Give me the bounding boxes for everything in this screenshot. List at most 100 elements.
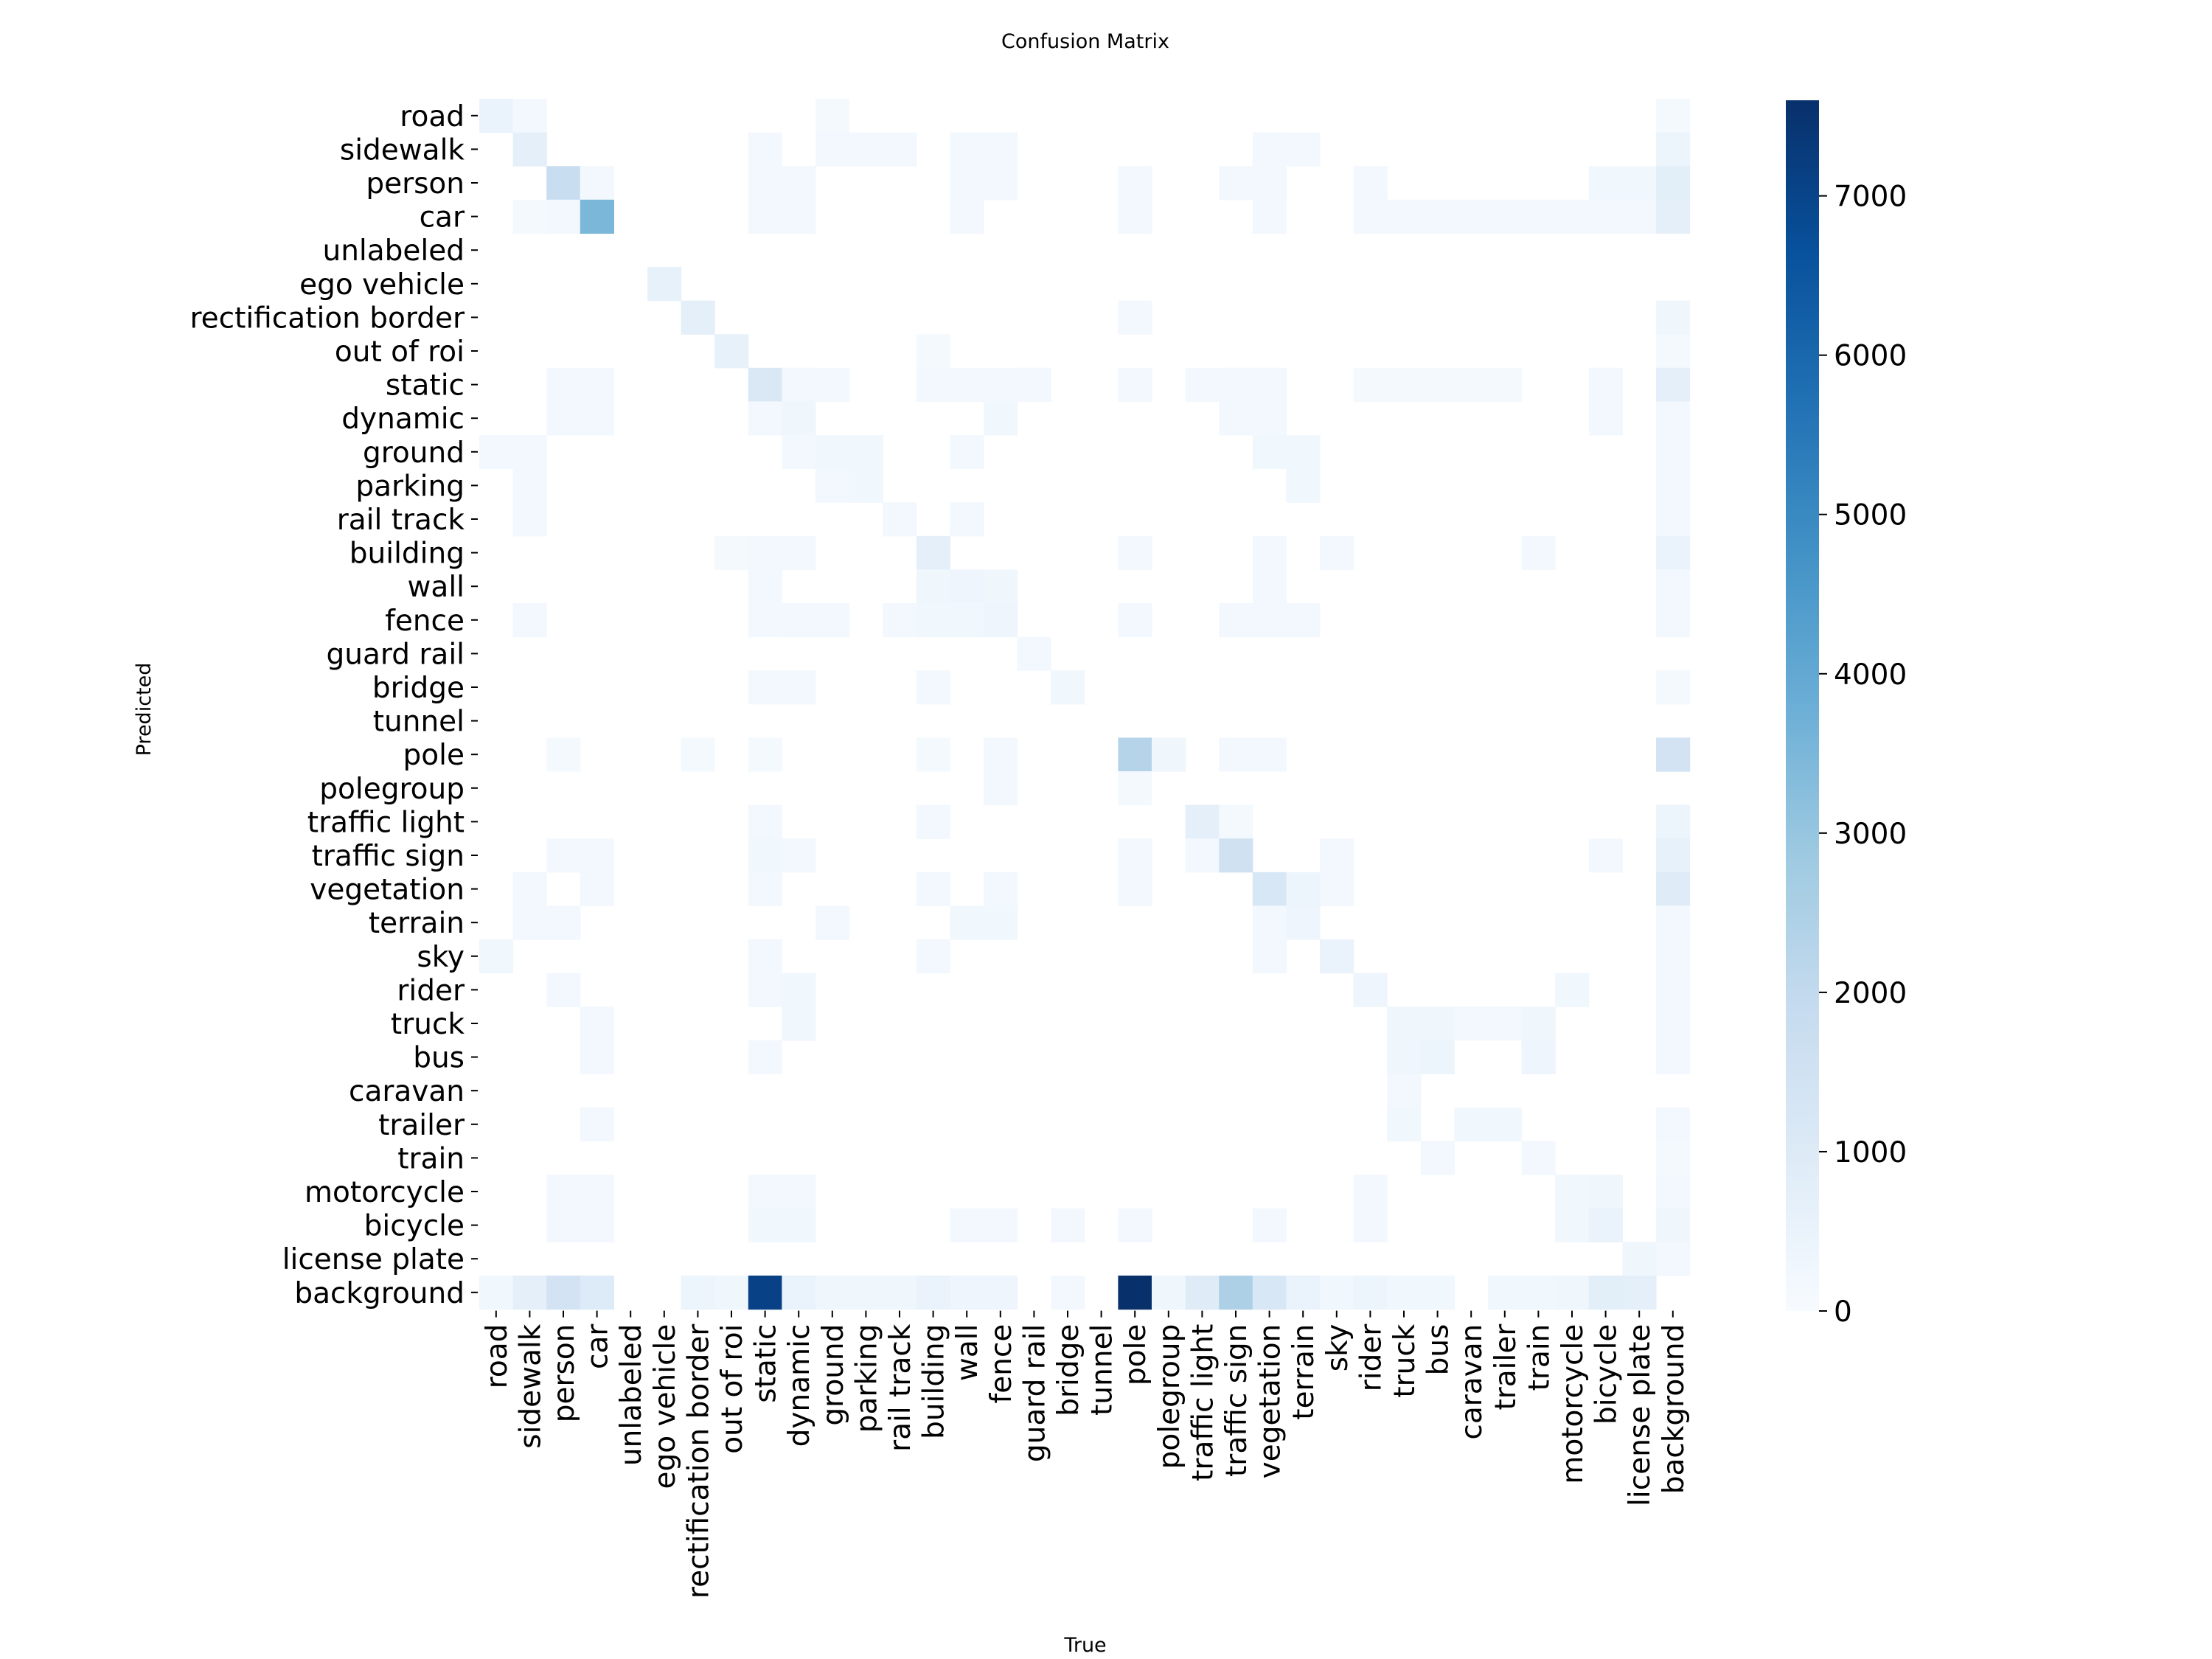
x-tick-label: tunnel xyxy=(1086,1324,1119,1416)
heatmap-cell xyxy=(916,334,950,369)
heatmap-cell xyxy=(1656,1006,1691,1041)
heatmap-cell xyxy=(1185,804,1220,839)
heatmap-cells xyxy=(479,99,1691,1310)
heatmap-cell xyxy=(916,737,950,772)
heatmap-cell xyxy=(1656,939,1691,974)
heatmap-cell xyxy=(916,569,950,604)
heatmap-cell xyxy=(1320,872,1354,906)
heatmap-cell xyxy=(1286,905,1321,940)
heatmap-cell xyxy=(1252,569,1287,604)
heatmap-cell xyxy=(1219,603,1253,638)
heatmap-cell xyxy=(1387,1040,1422,1074)
heatmap-cell xyxy=(1252,199,1287,234)
heatmap-cell xyxy=(916,603,950,638)
heatmap-cell xyxy=(1521,1006,1556,1041)
heatmap-cell xyxy=(782,1208,816,1242)
y-tick-label: trailer xyxy=(378,1109,465,1142)
heatmap-cell xyxy=(984,1276,1018,1310)
heatmap-cell xyxy=(950,905,984,940)
heatmap-cell xyxy=(1656,1175,1691,1209)
heatmap-cell xyxy=(1454,367,1489,402)
y-tick-label: license plate xyxy=(282,1243,465,1276)
heatmap-cell xyxy=(950,569,984,604)
heatmap-cell xyxy=(1118,300,1152,335)
heatmap-cell xyxy=(1387,1006,1422,1041)
heatmap-cell xyxy=(815,435,850,470)
heatmap-cell xyxy=(1252,737,1287,772)
y-tick-label: ego vehicle xyxy=(299,268,465,302)
y-tick-label: bridge xyxy=(372,672,465,705)
heatmap-cell xyxy=(1118,771,1152,806)
heatmap-cell xyxy=(546,166,581,201)
heatmap-cell xyxy=(546,199,581,234)
heatmap-cell xyxy=(1656,737,1691,772)
heatmap-cell xyxy=(580,1208,614,1242)
heatmap-cell xyxy=(1454,1006,1489,1041)
heatmap-cell xyxy=(815,132,850,167)
heatmap-cell xyxy=(849,435,883,470)
heatmap-cell xyxy=(1387,1276,1422,1310)
heatmap-cell xyxy=(815,603,850,638)
heatmap-cell xyxy=(1320,939,1354,974)
heatmap-cell xyxy=(1521,1040,1556,1074)
y-tick-label: bicycle xyxy=(364,1210,465,1243)
colorbar-tick-label: 0 xyxy=(1834,1295,1852,1329)
x-tick-label: road xyxy=(481,1324,514,1389)
heatmap-cell xyxy=(1454,199,1489,234)
heatmap-cell xyxy=(546,905,581,940)
y-tick-label: out of roi xyxy=(335,335,465,369)
y-tick-label: train xyxy=(397,1142,465,1175)
heatmap-cell xyxy=(1387,1107,1422,1142)
heatmap-cell xyxy=(1656,569,1691,604)
x-tick-label: trailer xyxy=(1489,1324,1523,1411)
heatmap-cell xyxy=(1488,1276,1523,1310)
heatmap-cell xyxy=(1286,132,1321,167)
heatmap-cell xyxy=(546,1276,581,1310)
heatmap-cell xyxy=(546,737,581,772)
heatmap-cell xyxy=(815,367,850,402)
heatmap-cell xyxy=(1622,199,1657,234)
heatmap-cell xyxy=(1320,535,1354,570)
heatmap-cell xyxy=(512,132,547,167)
heatmap-cell xyxy=(950,1208,984,1242)
heatmap-cell xyxy=(984,872,1018,906)
heatmap-cell xyxy=(748,166,782,201)
y-tick-label: unlabeled xyxy=(322,234,465,268)
heatmap-cell xyxy=(815,468,850,503)
heatmap-cell xyxy=(1219,1276,1253,1310)
x-tick-label: guard rail xyxy=(1018,1324,1051,1462)
heatmap-cell xyxy=(1656,1040,1691,1074)
heatmap-cell xyxy=(1017,636,1051,671)
heatmap-cell xyxy=(1353,1175,1388,1209)
heatmap-cell xyxy=(849,132,883,167)
heatmap-cell xyxy=(1118,1276,1152,1310)
heatmap-cell xyxy=(1252,166,1287,201)
heatmap-cell xyxy=(1588,166,1623,201)
heatmap-cell xyxy=(1252,603,1287,638)
y-tick-label: rail track xyxy=(337,504,465,537)
x-tick-label: parking xyxy=(850,1324,883,1433)
heatmap-cell xyxy=(1588,838,1623,873)
y-tick-label: parking xyxy=(355,470,465,503)
heatmap-cell xyxy=(1219,401,1253,436)
heatmap-cell xyxy=(1656,132,1691,167)
heatmap-cell xyxy=(1420,1141,1455,1175)
heatmap-cell xyxy=(512,1276,547,1310)
heatmap-cell xyxy=(1051,1276,1085,1310)
colorbar-tick-label: 4000 xyxy=(1834,658,1907,692)
heatmap-cell xyxy=(984,132,1018,167)
heatmap-cell xyxy=(1420,1006,1455,1041)
heatmap-cell xyxy=(916,535,950,570)
heatmap-cell xyxy=(546,973,581,1007)
heatmap-cell xyxy=(1152,737,1186,772)
heatmap-cell xyxy=(1219,838,1253,873)
heatmap-cell xyxy=(1521,1141,1556,1175)
x-tick-label: person xyxy=(548,1324,581,1423)
heatmap-cell xyxy=(748,939,782,974)
heatmap-cell xyxy=(782,435,816,470)
heatmap-cell xyxy=(916,1276,950,1310)
y-axis-title: Predicted xyxy=(133,663,156,757)
heatmap-cell xyxy=(1118,367,1152,402)
heatmap-cell xyxy=(1555,199,1590,234)
heatmap-cell xyxy=(748,973,782,1007)
